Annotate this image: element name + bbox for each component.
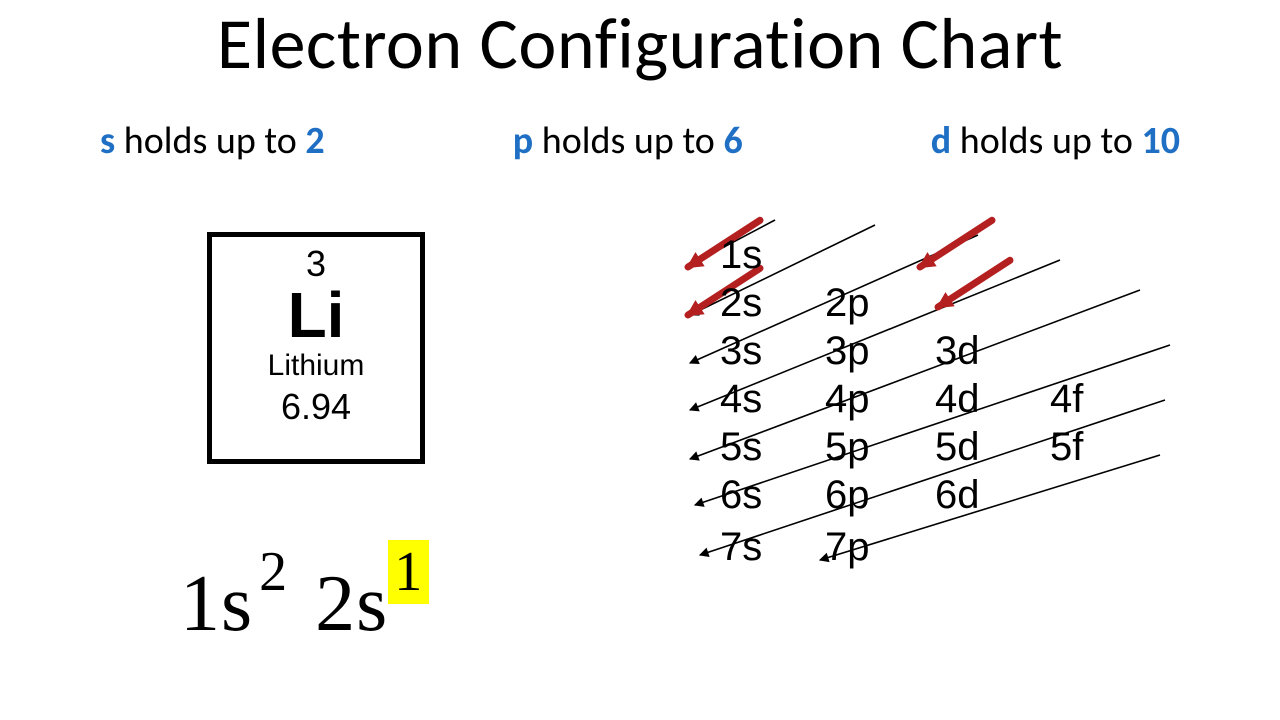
config-term-base: 1s xyxy=(180,560,253,648)
electron-configuration: 1s2 2s1 xyxy=(180,540,429,650)
orbital-capacity-rules: s holds up to 2 p holds up to 6 d holds … xyxy=(100,118,1180,164)
aufbau-orbital-label: 2s xyxy=(720,283,762,323)
rule-text: holds up to xyxy=(124,118,297,164)
aufbau-orbital-label: 4f xyxy=(1050,379,1083,419)
rule-capacity: 10 xyxy=(1141,118,1180,164)
element-symbol: Li xyxy=(212,283,420,347)
aufbau-orbital-label: 6d xyxy=(935,475,980,515)
aufbau-orbital-label: 4p xyxy=(825,379,870,419)
aufbau-orbital-label: 4d xyxy=(935,379,980,419)
aufbau-orbital-label: 3s xyxy=(720,331,762,371)
rule-s: s holds up to 2 xyxy=(100,118,325,164)
config-term-base: 2s xyxy=(315,560,388,648)
aufbau-orbital-label: 5s xyxy=(720,427,762,467)
aufbau-orbital-label: 1s xyxy=(720,235,762,275)
aufbau-orbital-label: 5f xyxy=(1050,427,1083,467)
rule-orbital-letter: d xyxy=(931,118,951,164)
aufbau-orbital-label: 7p xyxy=(825,527,870,567)
aufbau-orbital-label: 3d xyxy=(935,331,980,371)
aufbau-orbital-label: 5p xyxy=(825,427,870,467)
config-term-superscript: 2 xyxy=(253,541,294,603)
aufbau-orbital-label: 3p xyxy=(825,331,870,371)
atomic-mass: 6.94 xyxy=(212,389,420,425)
aufbau-orbital-label: 5d xyxy=(935,427,980,467)
aufbau-orbital-label: 6p xyxy=(825,475,870,515)
rule-text: holds up to xyxy=(960,118,1133,164)
aufbau-orbital-label: 4s xyxy=(720,379,762,419)
page-title: Electron Configuration Chart xyxy=(0,0,1280,88)
rule-orbital-letter: s xyxy=(100,118,115,164)
rule-text: holds up to xyxy=(542,118,715,164)
rule-orbital-letter: p xyxy=(513,118,533,164)
aufbau-orbital-label: 6s xyxy=(720,475,762,515)
aufbau-orbital-label: 7s xyxy=(720,527,762,567)
rule-capacity: 2 xyxy=(305,118,324,164)
periodic-element-tile: 3 Li Lithium 6.94 xyxy=(207,232,425,464)
config-term-superscript: 1 xyxy=(388,540,429,604)
rule-capacity: 6 xyxy=(723,118,742,164)
rule-d: d holds up to 10 xyxy=(931,118,1180,164)
rule-p: p holds up to 6 xyxy=(513,118,743,164)
aufbau-orbital-label: 2p xyxy=(825,283,870,323)
element-name: Lithium xyxy=(212,351,420,381)
aufbau-diagram: 1s 2s 2p 3s 3p 3d 4s 4p 4d 4f 5s 5p 5d 5f 6s 6p 6d 7s 7p xyxy=(660,215,1220,575)
